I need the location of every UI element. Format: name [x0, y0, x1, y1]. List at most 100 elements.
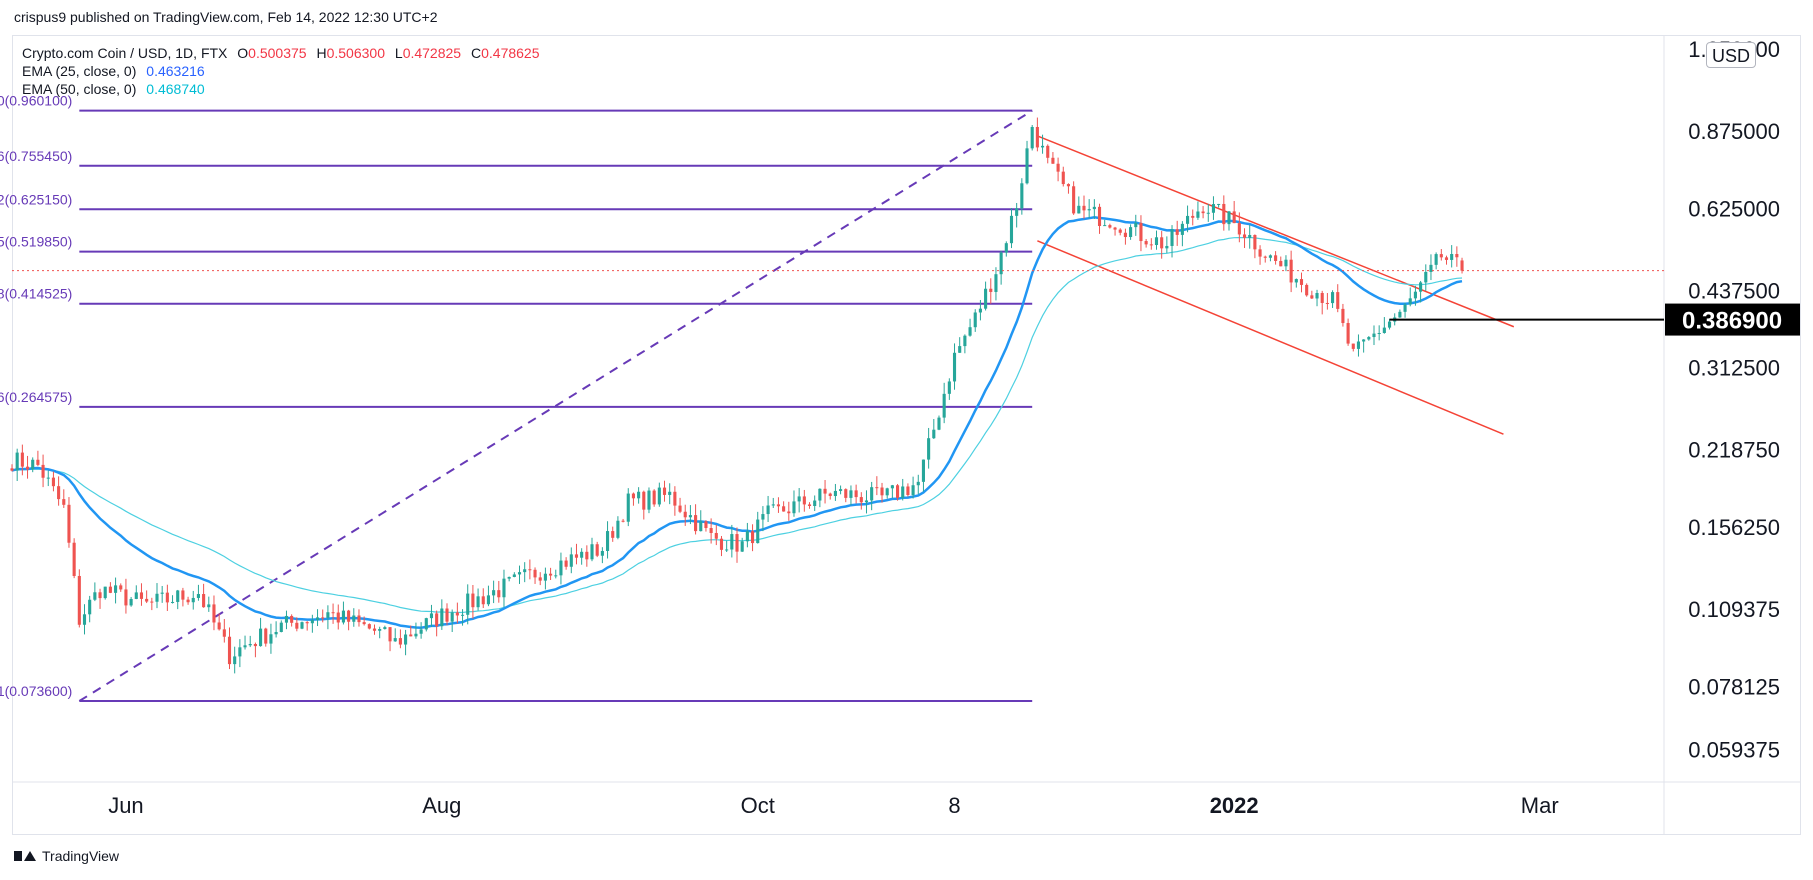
candle-body [921, 459, 926, 482]
candle-body [1082, 205, 1086, 211]
candle-body [1217, 203, 1221, 205]
time-tick-label: Oct [741, 793, 775, 818]
candle-body [725, 549, 729, 551]
candle-body [1227, 211, 1231, 225]
candle [833, 483, 837, 501]
candle-body [719, 538, 724, 550]
candle [1455, 246, 1459, 267]
candle [98, 588, 102, 609]
candle [253, 642, 257, 658]
candle-body [176, 590, 180, 602]
candle-body [57, 486, 61, 500]
candle-body [1289, 259, 1293, 283]
candle-body [1377, 333, 1381, 335]
tradingview-logo-icon [14, 849, 36, 863]
candle [1165, 236, 1169, 254]
price-tick-label: 0.437500 [1688, 278, 1780, 303]
candle-body [279, 622, 283, 632]
fib-level-label: 0.618(0.414525) [0, 286, 72, 302]
ema50-label: EMA (50, close, 0) [22, 81, 137, 97]
candle-body [41, 464, 45, 478]
candle [1274, 251, 1278, 265]
candle [818, 488, 822, 508]
candle [1072, 181, 1076, 215]
candle-body [1367, 337, 1371, 340]
candle-body [93, 592, 97, 600]
candle [274, 621, 278, 638]
channel-lower-line [1037, 240, 1504, 435]
candle-body [1346, 323, 1350, 344]
candle-body [574, 554, 579, 558]
candle [688, 505, 692, 525]
candle [1217, 203, 1221, 208]
candle-body [994, 274, 998, 292]
candle-body [813, 500, 817, 506]
candle [145, 590, 149, 604]
candle [776, 497, 780, 513]
candle [424, 617, 428, 632]
candle-body [341, 610, 345, 623]
candle-body [1186, 215, 1190, 224]
candle-body [486, 595, 490, 605]
candle-body [1434, 254, 1438, 265]
candle-body [1072, 186, 1076, 214]
candle-body [378, 629, 382, 631]
candle [284, 610, 289, 630]
candle [305, 621, 309, 631]
price-marker: 0.386900 [12, 270, 1800, 336]
candle [896, 483, 900, 501]
legend-symbol-row: Crypto.com Coin / USD, 1D, FTX O0.500375… [22, 44, 546, 62]
candle [600, 547, 604, 564]
candle-body [429, 613, 434, 619]
candle [740, 537, 744, 552]
candle [15, 448, 19, 481]
time-tick-label: 2022 [1210, 793, 1259, 818]
candle-body [1356, 341, 1361, 349]
candle-body [108, 586, 112, 593]
candle-body [864, 500, 869, 503]
candle-body [1325, 302, 1329, 304]
chart-frame [12, 35, 1801, 835]
candle-body [305, 622, 309, 624]
candle-body [450, 612, 454, 622]
candle [787, 501, 791, 521]
candle-body [284, 615, 289, 623]
candle [1258, 245, 1262, 265]
channel-upper-line [1037, 135, 1515, 328]
candle [124, 578, 128, 614]
candle [486, 585, 490, 607]
candle [766, 495, 770, 522]
candle-body [1429, 264, 1433, 272]
candle [1154, 230, 1159, 250]
candle-body [372, 628, 377, 631]
candle [517, 565, 522, 584]
candle-body [911, 485, 915, 495]
fib-level-label: 0.5(0.519850) [0, 234, 72, 250]
currency-badge[interactable]: USD [1706, 42, 1756, 68]
candle [657, 482, 661, 507]
candle [1434, 252, 1438, 270]
candle-body [543, 573, 547, 581]
candle-body [1268, 255, 1272, 258]
candle [1092, 199, 1096, 219]
price-tick-label: 0.156250 [1688, 515, 1780, 540]
candle-body [694, 515, 698, 532]
candle [1186, 205, 1190, 233]
candle [1015, 202, 1019, 228]
candle-body [1336, 292, 1340, 309]
legend-ema25-row: EMA (25, close, 0) 0.463216 [22, 62, 546, 80]
candle-body [616, 520, 620, 538]
candle [605, 521, 610, 559]
candle-body [1180, 223, 1184, 235]
candle-body [222, 629, 226, 637]
candle [678, 497, 682, 514]
candle [647, 487, 651, 514]
candle [165, 584, 169, 611]
candle [1336, 284, 1340, 313]
candle [315, 609, 320, 627]
candle-body [1046, 145, 1050, 158]
ema50-value: 0.468740 [146, 81, 205, 97]
candle [1356, 334, 1361, 357]
candle-body [1222, 203, 1226, 225]
